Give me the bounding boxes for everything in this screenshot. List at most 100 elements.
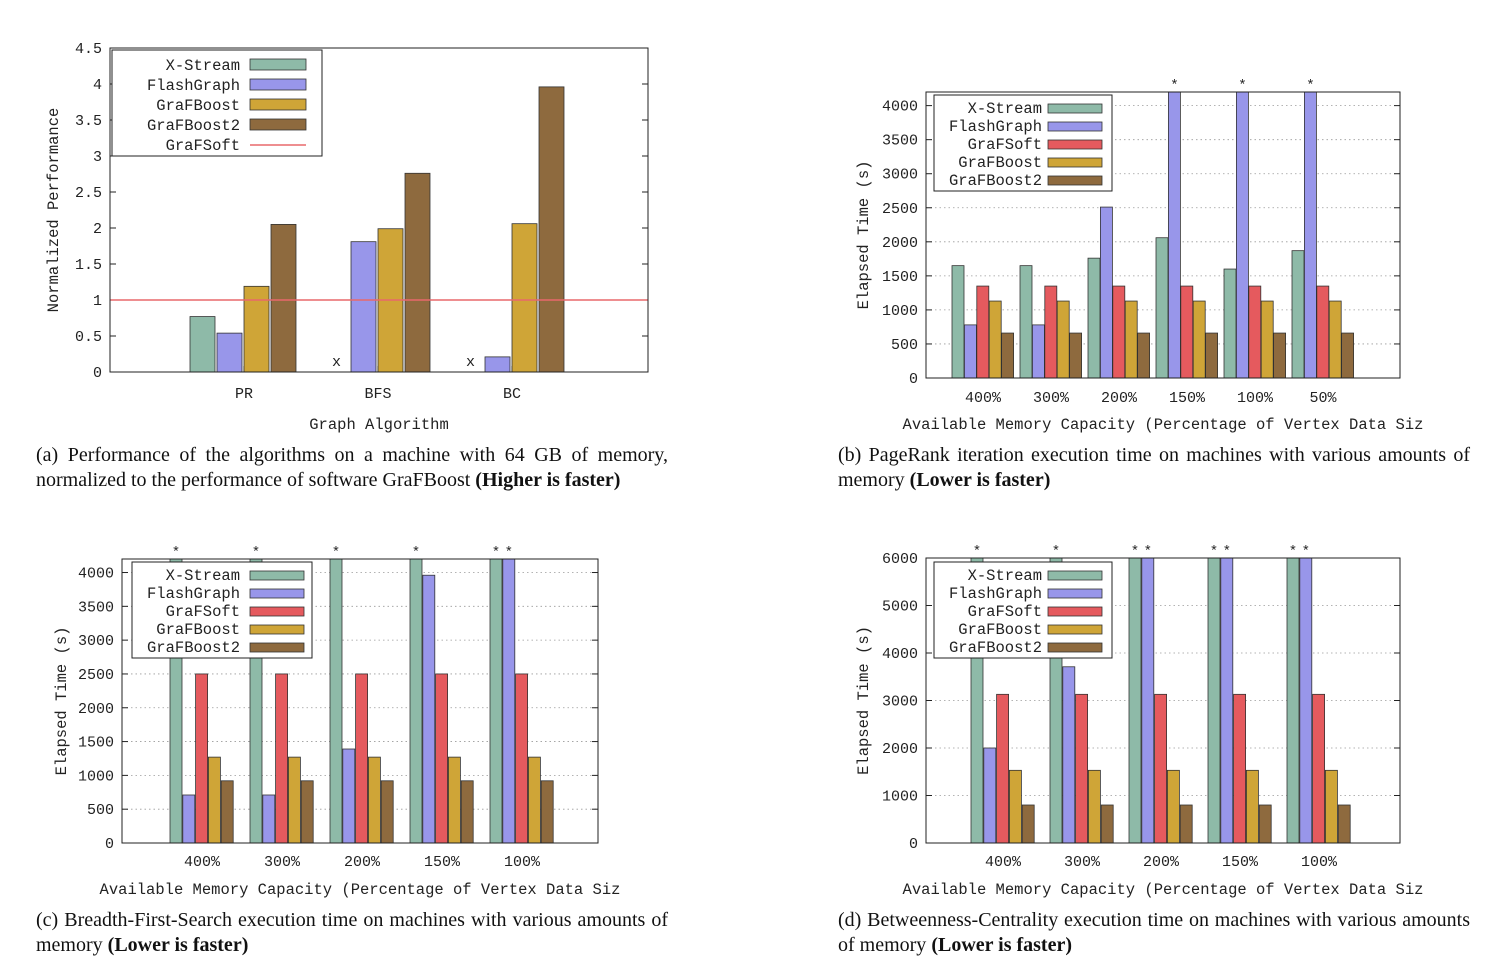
a-bar-x-stream-pr	[189, 316, 216, 373]
b-ytick-label: 2000	[882, 235, 918, 252]
a-legend-label-flashgraph: FlashGraph	[147, 77, 240, 95]
c-x-axis-label: Available Memory Capacity (Percentage of…	[100, 881, 621, 899]
a-ytick-label: 1	[93, 293, 102, 310]
d-legend-label-grafsoft: GraFSoft	[968, 603, 1042, 621]
a-ytick-label: 0	[93, 365, 102, 382]
b-legend-label-grafboost2: GraFBoost2	[949, 172, 1042, 190]
a-bar-grafboost-bc	[511, 223, 538, 373]
b-x-axis-label: Available Memory Capacity (Percentage of…	[903, 416, 1424, 434]
c-bar-grafboost2-300	[300, 780, 314, 844]
chart-panel-a: 0 0.5 1 1.5 2 2.5 3 3.5 4 4.5 PR BFS x BC x X-Stream Fla…	[0, 0, 700, 440]
b-bar-grafboost2-200	[1137, 332, 1151, 379]
c-bar-grafboost2-150	[460, 780, 474, 844]
d-legend-label-x-stream: X-Stream	[968, 567, 1042, 585]
b-bar-grafboost-100	[1260, 300, 1274, 379]
c-bar-grafboost2-100	[540, 780, 554, 844]
d-legend-swatch-flashgraph	[1047, 588, 1103, 599]
d-bar-x-stream-150	[1207, 557, 1221, 844]
c-bar-grafboost-150	[447, 756, 461, 844]
chart-panel-b: 0 500 1000 1500 2000 2500 3000 3500 4000 400% 300%…	[780, 0, 1485, 440]
b-bar-flashgraph-200	[1099, 206, 1113, 379]
b-legend-swatch-grafboost	[1047, 157, 1103, 168]
a-ytick-label: 3	[93, 149, 102, 166]
c-bar-grafboost-200	[367, 756, 381, 844]
d-ytick-label: 3000	[882, 694, 918, 711]
c-legend-swatch-x-stream	[249, 570, 305, 581]
b-y-axis-label: Elapsed Time (s)	[855, 161, 873, 310]
d-bar-flashgraph-200	[1141, 557, 1155, 844]
a-ytick-label: 3.5	[75, 113, 102, 130]
d-bar-flashgraph-400	[983, 747, 997, 844]
b-plot-frame	[925, 91, 1401, 379]
c-ytick-label: 3500	[78, 599, 114, 616]
b-xtick-label-150: 150%	[1169, 390, 1206, 407]
c-xtick-label-200: 200%	[344, 854, 381, 871]
b-overflow-marker-flashgraph-150: *	[1170, 78, 1178, 94]
c-bar-grafsoft-400	[195, 673, 209, 844]
b-bar-flashgraph-400	[963, 324, 977, 379]
c-overflow-marker-flashgraph-100: *	[505, 545, 513, 561]
b-bar-x-stream-200	[1087, 257, 1101, 379]
d-bar-x-stream-100	[1286, 557, 1300, 844]
c-legend-label-flashgraph: FlashGraph	[147, 585, 240, 603]
a-bar-flashgraph-pr	[216, 332, 243, 373]
c-bar-grafboost-100	[528, 756, 541, 844]
b-ytick-label: 2500	[882, 201, 918, 218]
c-bar-grafsoft-100	[515, 673, 528, 844]
c-bar-x-stream-200	[329, 558, 343, 844]
caption-a-text: (a) Performance of the algorithms on a m…	[36, 444, 668, 491]
d-bar-grafsoft-200	[1154, 693, 1168, 844]
d-bar-grafboost2-200	[1179, 804, 1193, 844]
b-bar-grafboost2-300	[1069, 332, 1083, 379]
b-bar-grafboost2-50	[1341, 332, 1354, 379]
c-bar-grafsoft-300	[275, 673, 289, 844]
b-bar-flashgraph-100	[1235, 91, 1249, 379]
c-legend-swatch-grafboost2	[249, 642, 305, 653]
c-bar-grafsoft-150	[435, 673, 449, 844]
c-ytick-label: 500	[87, 802, 114, 819]
b-bar-flashgraph-50	[1304, 91, 1317, 379]
d-ytick-label: 6000	[882, 551, 918, 568]
c-legend-swatch-grafsoft	[249, 606, 305, 617]
d-bar-grafsoft-100	[1312, 693, 1325, 844]
d-bar-grafboost-300	[1087, 769, 1101, 844]
a-legend-label-grafboost: GraFBoost	[156, 97, 240, 115]
a-legend-label-x-stream: X-Stream	[166, 57, 240, 75]
c-overflow-marker-x-stream-200: *	[332, 545, 340, 561]
b-bar-grafboost2-100	[1273, 332, 1287, 379]
d-legend-swatch-grafboost2	[1047, 642, 1103, 653]
caption-c: (c) Breadth-First-Search execution time …	[36, 908, 668, 958]
a-missing-marker-x-stream-bc: x	[466, 354, 475, 371]
c-legend-label-x-stream: X-Stream	[166, 567, 240, 585]
b-ytick-label: 4000	[882, 99, 918, 116]
b-legend-swatch-flashgraph	[1047, 121, 1103, 132]
c-overflow-marker-x-stream-100: *	[492, 545, 500, 561]
c-ytick-label: 2000	[78, 701, 114, 718]
d-overflow-marker-x-stream-400: *	[973, 544, 981, 560]
d-overflow-marker-flashgraph-200: *	[1144, 544, 1152, 560]
d-overflow-marker-x-stream-150: *	[1210, 544, 1218, 560]
d-bar-grafboost-100	[1325, 769, 1338, 844]
a-xtick-label-bfs: BFS	[364, 386, 391, 403]
d-ytick-label: 4000	[882, 646, 918, 663]
d-bar-grafsoft-300	[1075, 693, 1089, 844]
chart-a: 0 0.5 1 1.5 2 2.5 3 3.5 4 4.5 PR BFS x BC x X-Stream Fla…	[45, 41, 649, 434]
c-legend-label-grafboost: GraFBoost	[156, 621, 240, 639]
d-legend-swatch-x-stream	[1047, 570, 1103, 581]
b-legend-swatch-x-stream	[1047, 103, 1103, 114]
c-xtick-label-300: 300%	[264, 854, 301, 871]
b-bar-grafboost-200	[1124, 300, 1138, 379]
c-bar-grafboost-400	[207, 756, 221, 844]
c-bar-flashgraph-150	[422, 574, 436, 844]
a-legend-swatch-flashgraph	[249, 78, 307, 91]
d-xtick-label-400: 400%	[985, 854, 1022, 871]
c-bar-x-stream-100	[489, 558, 503, 844]
b-bar-x-stream-300	[1019, 265, 1033, 379]
b-ytick-label: 1000	[882, 303, 918, 320]
c-ytick-label: 1500	[78, 735, 114, 752]
c-ytick-label: 0	[105, 836, 114, 853]
a-legend-swatch-x-stream	[249, 58, 307, 71]
c-xtick-label-400: 400%	[184, 854, 221, 871]
b-overflow-marker-flashgraph-100: *	[1238, 78, 1246, 94]
b-xtick-label-50: 50%	[1309, 390, 1337, 407]
